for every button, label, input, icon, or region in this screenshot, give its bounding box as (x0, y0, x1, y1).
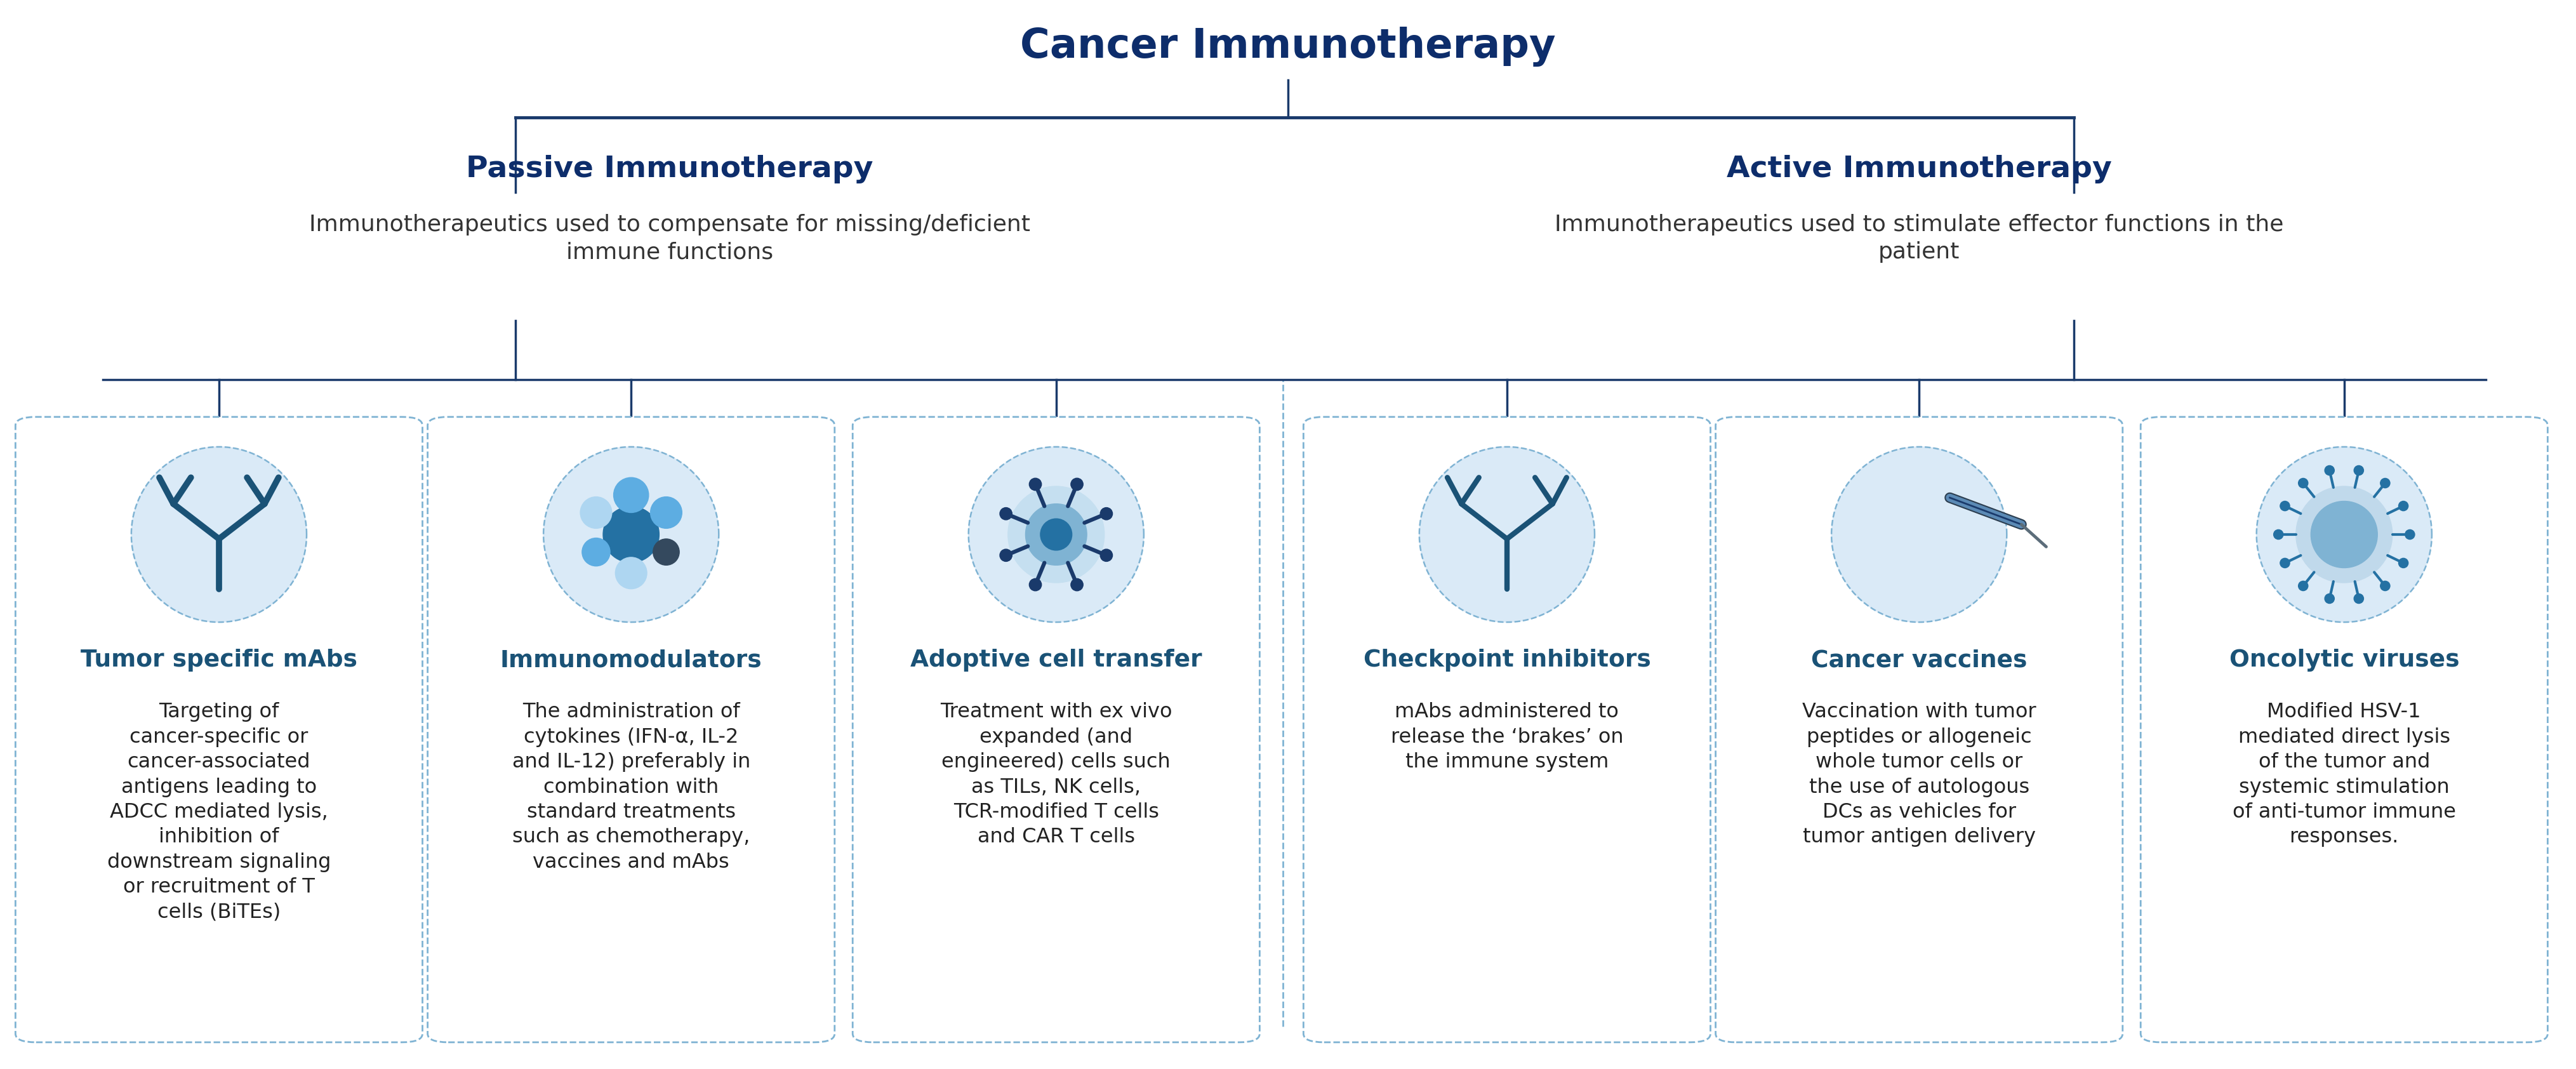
Ellipse shape (1072, 478, 1082, 491)
Ellipse shape (999, 508, 1012, 520)
Ellipse shape (2295, 486, 2393, 583)
Text: mAbs administered to
release the ‘brakes’ on
the immune system: mAbs administered to release the ‘brakes… (1391, 702, 1623, 772)
Ellipse shape (969, 447, 1144, 622)
Ellipse shape (999, 549, 1012, 561)
Ellipse shape (580, 497, 613, 528)
Ellipse shape (2406, 529, 2414, 540)
Ellipse shape (2354, 466, 2365, 476)
Text: Cancer Immunotherapy: Cancer Immunotherapy (1020, 27, 1556, 66)
Text: Adoptive cell transfer: Adoptive cell transfer (909, 649, 1203, 671)
Ellipse shape (2298, 478, 2308, 487)
Ellipse shape (603, 507, 659, 562)
Text: Checkpoint inhibitors: Checkpoint inhibitors (1363, 649, 1651, 671)
FancyBboxPatch shape (15, 417, 422, 1042)
FancyBboxPatch shape (1303, 417, 1710, 1042)
Text: Targeting of
cancer-specific or
cancer-associated
antigens leading to
ADCC media: Targeting of cancer-specific or cancer-a… (108, 702, 330, 923)
Ellipse shape (2257, 447, 2432, 622)
Text: Vaccination with tumor
peptides or allogeneic
whole tumor cells or
the use of au: Vaccination with tumor peptides or allog… (1803, 702, 2035, 847)
Text: Immunotherapeutics used to stimulate effector functions in the
patient: Immunotherapeutics used to stimulate eff… (1556, 214, 2282, 263)
Ellipse shape (1025, 503, 1087, 566)
Ellipse shape (2280, 558, 2290, 568)
Text: Treatment with ex vivo
expanded (and
engineered) cells such
as TILs, NK cells,
T: Treatment with ex vivo expanded (and eng… (940, 702, 1172, 847)
Ellipse shape (1041, 518, 1072, 551)
Ellipse shape (1072, 578, 1082, 591)
Ellipse shape (654, 539, 680, 566)
Ellipse shape (1030, 578, 1041, 591)
Ellipse shape (2380, 582, 2391, 591)
FancyBboxPatch shape (1716, 417, 2123, 1042)
Ellipse shape (2398, 501, 2409, 511)
Text: The administration of
cytokines (IFN-α, IL-2
and IL-12) preferably in
combinatio: The administration of cytokines (IFN-α, … (513, 702, 750, 872)
Ellipse shape (2275, 529, 2282, 540)
Ellipse shape (131, 447, 307, 622)
FancyBboxPatch shape (428, 417, 835, 1042)
Ellipse shape (2380, 478, 2391, 487)
FancyBboxPatch shape (853, 417, 1260, 1042)
Ellipse shape (1832, 447, 2007, 622)
Ellipse shape (649, 497, 683, 528)
Ellipse shape (1100, 508, 1113, 520)
Ellipse shape (2398, 558, 2409, 568)
Text: Oncolytic viruses: Oncolytic viruses (2228, 649, 2460, 671)
Text: Active Immunotherapy: Active Immunotherapy (1726, 155, 2112, 184)
Text: Immunomodulators: Immunomodulators (500, 649, 762, 671)
FancyBboxPatch shape (2141, 417, 2548, 1042)
Text: Immunotherapeutics used to compensate for missing/deficient
immune functions: Immunotherapeutics used to compensate fo… (309, 214, 1030, 263)
Text: Modified HSV-1
mediated direct lysis
of the tumor and
systemic stimulation
of an: Modified HSV-1 mediated direct lysis of … (2233, 702, 2455, 847)
Ellipse shape (1100, 549, 1113, 561)
Ellipse shape (2324, 466, 2334, 476)
Ellipse shape (2311, 501, 2378, 568)
Ellipse shape (2280, 501, 2290, 511)
Ellipse shape (1007, 486, 1105, 583)
Ellipse shape (544, 447, 719, 622)
Ellipse shape (2298, 582, 2308, 591)
Ellipse shape (582, 538, 611, 567)
Text: Cancer vaccines: Cancer vaccines (1811, 649, 2027, 671)
Ellipse shape (2324, 593, 2334, 603)
Ellipse shape (1030, 478, 1041, 491)
Ellipse shape (616, 557, 647, 589)
Text: Passive Immunotherapy: Passive Immunotherapy (466, 155, 873, 184)
Ellipse shape (2354, 593, 2365, 603)
Text: Tumor specific mAbs: Tumor specific mAbs (80, 649, 358, 671)
Ellipse shape (1419, 447, 1595, 622)
Ellipse shape (613, 478, 649, 513)
